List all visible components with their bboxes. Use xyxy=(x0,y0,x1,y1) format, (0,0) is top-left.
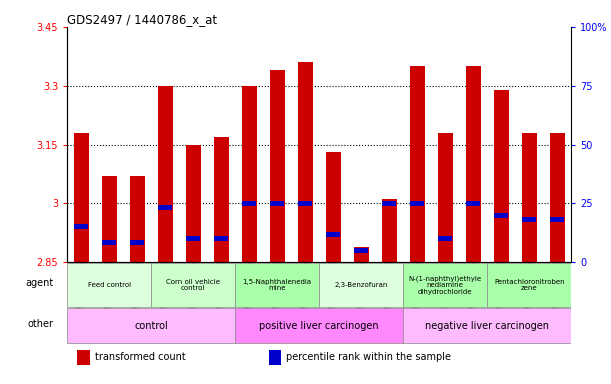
Bar xyxy=(326,152,341,262)
Bar xyxy=(466,201,480,206)
Bar xyxy=(241,86,257,262)
Bar xyxy=(186,144,201,262)
Bar xyxy=(186,236,200,241)
Bar xyxy=(320,263,403,306)
Bar xyxy=(243,201,256,206)
Bar xyxy=(298,62,313,262)
Text: N-(1-naphthyl)ethyle
nediamine
dihydrochloride: N-(1-naphthyl)ethyle nediamine dihydroch… xyxy=(409,275,482,295)
Bar xyxy=(403,263,488,306)
Bar xyxy=(382,201,396,206)
Bar xyxy=(152,263,235,306)
Bar xyxy=(270,201,284,206)
Bar xyxy=(354,247,369,262)
Text: 2,3-Benzofuran: 2,3-Benzofuran xyxy=(335,282,388,288)
Text: Corn oil vehicle
control: Corn oil vehicle control xyxy=(166,279,220,291)
Bar xyxy=(551,217,564,222)
Bar xyxy=(213,137,229,262)
Bar xyxy=(214,236,228,241)
Bar xyxy=(235,308,403,343)
Bar xyxy=(77,350,90,365)
Text: other: other xyxy=(27,319,53,329)
Bar xyxy=(411,201,424,206)
Bar xyxy=(409,66,425,262)
Bar xyxy=(67,308,235,343)
Bar xyxy=(466,66,481,262)
Bar xyxy=(269,350,282,365)
Text: Pentachloronitroben
zene: Pentachloronitroben zene xyxy=(494,279,565,291)
Text: agent: agent xyxy=(25,278,53,288)
Bar xyxy=(235,263,320,306)
Bar xyxy=(130,240,144,245)
Bar xyxy=(488,263,571,306)
Bar xyxy=(158,86,173,262)
Bar xyxy=(522,217,536,222)
Bar xyxy=(130,176,145,262)
Bar xyxy=(494,89,509,262)
Text: Feed control: Feed control xyxy=(87,282,131,288)
Bar xyxy=(298,201,312,206)
Bar xyxy=(438,236,452,241)
Bar xyxy=(73,133,89,262)
Bar xyxy=(158,205,172,210)
Bar xyxy=(67,263,152,306)
Text: 1,5-Naphthalenedia
mine: 1,5-Naphthalenedia mine xyxy=(243,279,312,291)
Text: negative liver carcinogen: negative liver carcinogen xyxy=(425,321,549,331)
Bar xyxy=(326,232,340,237)
Bar xyxy=(403,308,571,343)
Text: control: control xyxy=(134,321,168,331)
Text: positive liver carcinogen: positive liver carcinogen xyxy=(260,321,379,331)
Bar xyxy=(354,248,368,253)
Bar xyxy=(494,213,508,218)
Text: percentile rank within the sample: percentile rank within the sample xyxy=(287,353,452,362)
Bar xyxy=(437,133,453,262)
Bar xyxy=(102,240,116,245)
Bar xyxy=(522,133,537,262)
Bar xyxy=(101,176,117,262)
Bar xyxy=(269,70,285,262)
Bar xyxy=(381,199,397,262)
Text: transformed count: transformed count xyxy=(95,353,186,362)
Text: GDS2497 / 1440786_x_at: GDS2497 / 1440786_x_at xyxy=(67,13,218,26)
Bar xyxy=(549,133,565,262)
Bar xyxy=(75,224,88,230)
